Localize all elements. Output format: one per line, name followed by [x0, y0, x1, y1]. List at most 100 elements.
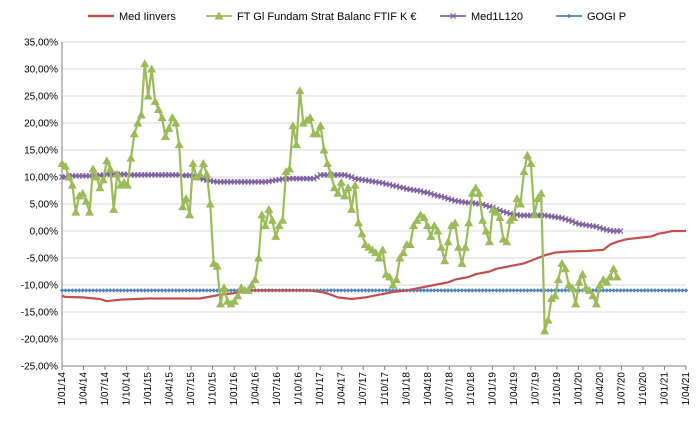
data-point — [250, 275, 260, 284]
data-point — [449, 288, 454, 293]
data-point — [453, 242, 463, 251]
data-point — [114, 288, 120, 293]
y-tick-label: -20,00% — [21, 335, 58, 346]
data-point — [233, 291, 243, 300]
data-point — [509, 213, 519, 221]
data-point — [514, 288, 520, 293]
data-point — [450, 13, 456, 19]
data-point — [385, 272, 395, 281]
data-point — [335, 288, 341, 293]
data-point — [173, 288, 178, 293]
data-point — [425, 288, 430, 293]
data-point — [109, 204, 119, 213]
data-point — [383, 288, 389, 293]
data-point — [150, 96, 160, 105]
data-point — [356, 288, 361, 293]
data-point — [395, 253, 405, 262]
data-point — [219, 283, 229, 292]
data-point — [483, 288, 489, 293]
y-tick-label: -25,00% — [21, 362, 58, 373]
data-point — [88, 164, 98, 173]
data-point — [285, 164, 295, 173]
legend-entry: FT Gl Fundam Strat Balanc FTIF K € — [206, 11, 417, 23]
legend-entry: Med Iinvers — [88, 11, 176, 23]
data-point — [663, 288, 668, 293]
data-point — [319, 145, 329, 154]
data-point — [463, 288, 468, 293]
data-point — [66, 288, 72, 293]
data-point — [521, 288, 527, 293]
data-point — [495, 213, 505, 221]
data-point — [357, 229, 367, 238]
x-tick-label: 1/01/16 — [229, 372, 240, 406]
data-point — [529, 210, 539, 219]
data-point — [73, 288, 78, 293]
data-point — [470, 288, 475, 293]
y-tick-label: 25,00% — [24, 92, 58, 103]
data-point — [652, 288, 658, 293]
data-point — [628, 288, 634, 293]
data-point — [195, 169, 205, 178]
data-point — [516, 199, 526, 208]
x-tick-label: 1/07/14 — [100, 372, 111, 406]
data-point — [166, 288, 172, 293]
data-point — [101, 288, 106, 293]
data-point — [618, 288, 623, 293]
data-point — [609, 264, 619, 273]
data-point — [366, 288, 372, 293]
data-point — [63, 288, 68, 293]
data-point — [666, 288, 671, 293]
data-point — [625, 288, 630, 293]
data-point — [511, 288, 516, 293]
data-point — [295, 86, 305, 95]
data-point — [578, 269, 588, 278]
data-point — [260, 221, 270, 230]
data-point — [398, 248, 408, 257]
data-point — [208, 288, 213, 293]
data-point — [574, 277, 584, 286]
data-point — [617, 228, 624, 234]
data-point — [673, 288, 678, 293]
data-point — [264, 204, 274, 213]
data-point — [333, 188, 343, 197]
data-point — [143, 91, 153, 100]
data-point — [190, 288, 196, 293]
data-point — [380, 288, 385, 293]
data-point — [214, 11, 224, 20]
x-tick-label: 1/04/19 — [509, 372, 520, 406]
data-point — [635, 288, 640, 293]
data-point — [466, 288, 472, 293]
x-tick-label: 1/04/17 — [337, 372, 348, 406]
data-point — [326, 169, 336, 178]
data-point — [566, 13, 572, 19]
data-point — [198, 159, 208, 167]
data-point — [353, 218, 363, 227]
data-point — [535, 288, 540, 293]
data-point — [371, 248, 381, 257]
data-point — [288, 121, 298, 130]
data-point — [291, 140, 301, 149]
data-point — [329, 183, 339, 192]
data-point — [98, 175, 108, 184]
data-point — [607, 288, 613, 293]
data-point — [632, 288, 637, 293]
data-point — [194, 288, 199, 293]
data-point — [102, 156, 112, 165]
data-point — [409, 221, 419, 230]
data-point — [504, 288, 509, 293]
x-tick-label: 1/01/19 — [487, 372, 498, 406]
data-point — [670, 288, 675, 293]
data-point — [464, 218, 474, 227]
data-point — [278, 215, 288, 224]
data-point — [132, 288, 137, 293]
data-point — [339, 288, 344, 293]
data-point — [522, 150, 532, 159]
x-tick-label: 1/10/19 — [552, 372, 563, 406]
x-tick-label: 1/10/18 — [466, 372, 477, 406]
x-tick-label: 1/10/16 — [294, 372, 305, 406]
data-point — [95, 183, 105, 192]
data-point — [484, 237, 494, 246]
x-tick-label: 1/07/16 — [272, 372, 283, 406]
data-point — [80, 288, 85, 293]
data-point — [638, 288, 644, 293]
